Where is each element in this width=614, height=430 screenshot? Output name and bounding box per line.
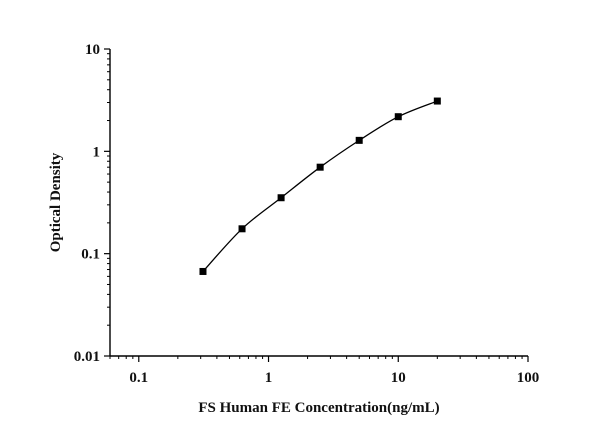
x-axis-title: FS Human FE Concentration(ng/mL) — [198, 400, 439, 416]
x-tick-label: 100 — [517, 370, 540, 386]
y-tick-label: 0.01 — [74, 349, 100, 365]
data-point — [199, 267, 207, 275]
axes — [109, 49, 528, 357]
data-points — [199, 97, 441, 275]
fit-curve — [202, 100, 438, 272]
x-tick-label: 10 — [391, 370, 406, 386]
data-point — [433, 97, 441, 105]
axis-ticks: 0.1 1 10 100 0.01 0.1 1 10 — [74, 42, 540, 386]
y-tick-label: 10 — [85, 42, 100, 58]
y-axis-title: Optical Density — [48, 152, 64, 252]
data-point — [316, 163, 324, 171]
x-tick-label: 0.1 — [129, 370, 148, 386]
x-tick-label: 1 — [265, 370, 273, 386]
data-point — [394, 113, 402, 121]
data-point — [355, 136, 363, 144]
data-point — [277, 194, 285, 202]
y-tick-label: 1 — [93, 144, 101, 160]
y-tick-label: 0.1 — [81, 247, 100, 263]
data-point — [238, 225, 246, 233]
fit-curve-line — [202, 100, 438, 272]
